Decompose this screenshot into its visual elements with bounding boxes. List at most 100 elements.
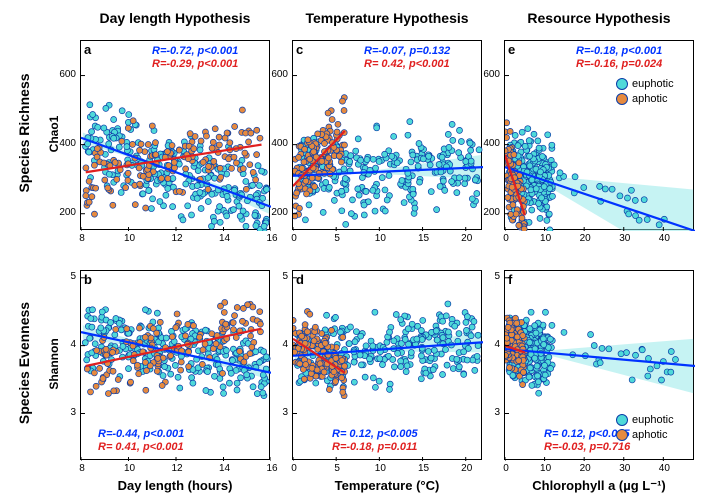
- data-point: [220, 370, 226, 376]
- data-point: [581, 184, 587, 190]
- data-point: [418, 353, 424, 359]
- data-point: [217, 219, 223, 225]
- data-point: [418, 376, 424, 382]
- data-point: [105, 185, 111, 191]
- data-point: [526, 138, 532, 144]
- data-point: [395, 350, 401, 356]
- data-point: [514, 320, 520, 326]
- data-point: [165, 185, 171, 191]
- data-point: [186, 364, 192, 370]
- stat-text: R=-0.18, p<0.001: [576, 45, 662, 57]
- x-tick: 40: [654, 463, 674, 474]
- data-point: [472, 367, 478, 373]
- data-point: [449, 179, 455, 185]
- data-point: [391, 364, 397, 370]
- panel-letter: e: [508, 42, 515, 57]
- data-point: [303, 361, 309, 367]
- data-point: [597, 360, 603, 366]
- data-point: [249, 344, 255, 350]
- data-point: [647, 366, 653, 372]
- data-point: [521, 226, 527, 231]
- data-point: [313, 380, 319, 386]
- data-point: [341, 142, 347, 148]
- data-point: [302, 322, 308, 328]
- data-point: [535, 138, 541, 144]
- data-point: [351, 359, 357, 365]
- data-point: [171, 159, 177, 165]
- data-point: [322, 340, 328, 346]
- data-point: [93, 185, 99, 191]
- data-point: [407, 119, 413, 125]
- data-point: [454, 356, 460, 362]
- x-tick: 20: [457, 463, 477, 474]
- data-point: [146, 187, 152, 193]
- data-point: [250, 384, 256, 390]
- data-point: [452, 323, 458, 329]
- data-point: [450, 137, 456, 143]
- data-point: [341, 107, 347, 113]
- data-point: [599, 345, 605, 351]
- data-point: [370, 187, 376, 193]
- data-point: [240, 305, 246, 311]
- data-point: [259, 168, 265, 174]
- data-point: [173, 325, 179, 331]
- data-point: [527, 153, 533, 159]
- data-point: [376, 158, 382, 164]
- x-tick: 20: [575, 233, 595, 244]
- data-point: [294, 190, 300, 196]
- x-tick: 12: [167, 463, 187, 474]
- data-point: [511, 152, 517, 158]
- data-point: [416, 140, 422, 146]
- data-point: [200, 159, 206, 165]
- data-point: [461, 371, 467, 377]
- data-point: [149, 123, 155, 129]
- data-point: [138, 141, 144, 147]
- data-point: [618, 351, 624, 357]
- data-point: [176, 147, 182, 153]
- data-point: [307, 156, 313, 162]
- data-point: [221, 309, 227, 315]
- data-point: [232, 313, 238, 319]
- data-point: [103, 105, 109, 111]
- data-point: [230, 207, 236, 213]
- data-point: [597, 183, 603, 189]
- data-point: [175, 374, 181, 380]
- data-point: [384, 197, 390, 203]
- x-tick: 20: [575, 463, 595, 474]
- data-point: [137, 147, 143, 153]
- data-point: [301, 376, 307, 382]
- data-point: [94, 348, 100, 354]
- data-point: [254, 391, 260, 397]
- data-point: [412, 205, 418, 211]
- x-tick: 14: [215, 233, 235, 244]
- data-point: [244, 372, 250, 378]
- data-point: [352, 339, 358, 345]
- y-axis-inner-label: Shannon: [47, 314, 61, 414]
- x-tick: 40: [654, 233, 674, 244]
- data-point: [301, 159, 307, 165]
- data-point: [88, 316, 94, 322]
- data-point: [93, 383, 99, 389]
- data-point: [505, 120, 510, 126]
- data-point: [216, 134, 222, 140]
- data-point: [110, 368, 116, 374]
- panel-letter: a: [84, 42, 91, 57]
- data-point: [239, 318, 245, 324]
- data-point: [258, 384, 264, 390]
- data-point: [217, 165, 223, 171]
- data-point: [200, 347, 206, 353]
- stat-text: R=-0.03, p=0.716: [544, 441, 630, 453]
- data-point: [177, 385, 183, 391]
- data-point: [307, 311, 313, 317]
- stat-text: R=-0.72, p<0.001: [152, 45, 238, 57]
- data-point: [458, 138, 464, 144]
- data-point: [386, 172, 392, 178]
- data-point: [415, 163, 421, 169]
- data-point: [203, 327, 209, 333]
- data-point: [537, 169, 543, 175]
- data-point: [325, 110, 331, 116]
- data-point: [231, 154, 237, 160]
- data-point: [414, 336, 420, 342]
- data-point: [230, 320, 236, 326]
- data-point: [206, 163, 212, 169]
